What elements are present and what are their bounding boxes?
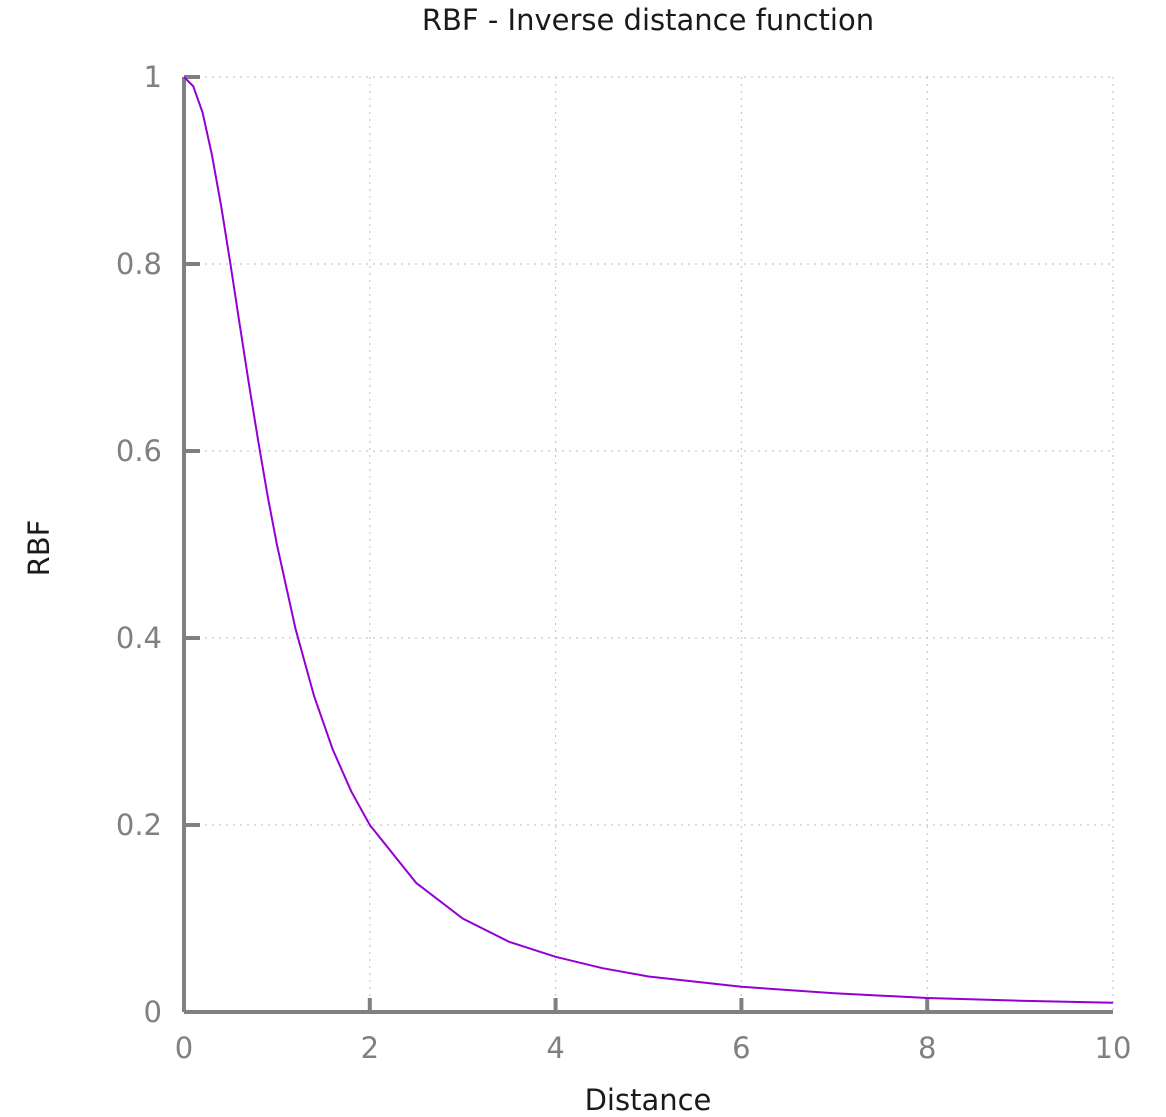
y-tick-label: 0.2 xyxy=(116,808,162,842)
x-tick-label: 6 xyxy=(732,1031,750,1065)
y-tick-label: 0.6 xyxy=(116,434,162,468)
y-tick-label: 1 xyxy=(144,60,162,94)
x-tick-label: 4 xyxy=(546,1031,564,1065)
y-tick-label: 0.4 xyxy=(116,621,162,655)
x-axis-label: Distance xyxy=(585,1083,712,1117)
x-tick-label: 0 xyxy=(175,1031,193,1065)
y-tick-label: 0 xyxy=(144,995,162,1029)
tick-labels: 0 2 4 6 8 10 0 0.2 0.4 0.6 0.8 1 xyxy=(116,60,1132,1065)
series-group xyxy=(183,76,1114,1004)
axes xyxy=(182,77,1113,1014)
chart-title: RBF - Inverse distance function xyxy=(422,3,874,37)
series-line-0 xyxy=(183,76,1114,1004)
grid xyxy=(184,76,1114,1012)
y-axis-label: RBF xyxy=(22,520,56,577)
x-tick-label: 10 xyxy=(1095,1031,1132,1065)
ticks xyxy=(184,75,930,1012)
x-tick-label: 2 xyxy=(361,1031,379,1065)
x-tick-label: 8 xyxy=(918,1031,936,1065)
y-tick-label: 0.8 xyxy=(116,247,162,281)
